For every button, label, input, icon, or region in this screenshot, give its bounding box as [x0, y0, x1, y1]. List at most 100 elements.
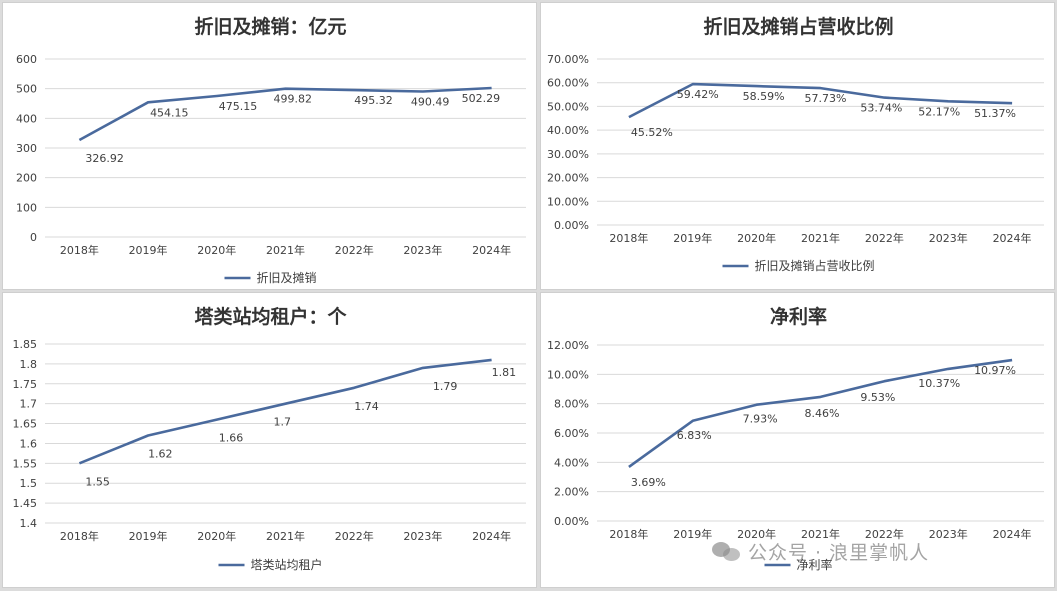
data-label: 490.49 — [411, 95, 450, 108]
x-tick-label: 2020年 — [737, 527, 776, 541]
data-label: 45.52% — [631, 126, 673, 139]
data-label: 3.69% — [631, 476, 666, 489]
x-tick-label: 2023年 — [403, 243, 442, 257]
chart-title: 折旧及摊销：亿元 — [194, 15, 346, 38]
y-tick-label: 200 — [16, 172, 37, 185]
data-label: 1.74 — [354, 400, 379, 413]
y-tick-label: 8.00% — [554, 398, 589, 411]
y-tick-label: 500 — [16, 83, 37, 96]
data-label: 1.62 — [148, 447, 173, 460]
y-tick-label: 300 — [16, 142, 37, 155]
data-label: 499.82 — [274, 93, 313, 106]
x-tick-label: 2022年 — [865, 231, 904, 245]
x-tick-label: 2019年 — [129, 243, 168, 257]
data-label: 1.81 — [492, 366, 516, 379]
data-label: 1.55 — [85, 475, 110, 488]
x-tick-label: 2022年 — [335, 529, 374, 543]
y-tick-label: 60.00% — [547, 77, 589, 90]
y-tick-label: 1.45 — [13, 497, 38, 510]
x-tick-label: 2018年 — [609, 231, 648, 245]
y-tick-label: 2.00% — [554, 486, 589, 499]
x-tick-label: 2020年 — [197, 243, 236, 257]
y-tick-label: 1.5 — [20, 477, 38, 490]
x-tick-label: 2020年 — [737, 231, 776, 245]
x-tick-label: 2019年 — [129, 529, 168, 543]
data-label: 495.32 — [354, 94, 393, 107]
chart-title: 塔类站均租户：个 — [194, 305, 347, 328]
y-tick-label: 20.00% — [547, 172, 589, 185]
y-tick-label: 4.00% — [554, 456, 589, 469]
x-tick-label: 2022年 — [335, 243, 374, 257]
data-label: 59.42% — [677, 88, 719, 101]
y-tick-label: 0 — [30, 231, 37, 244]
data-label: 58.59% — [743, 90, 785, 103]
y-tick-label: 40.00% — [547, 124, 589, 137]
net-margin-chart: 净利率 0.00% 2.00% 4.00% 6.00% 8.00% 10.00% 12.00%… — [540, 292, 1055, 588]
chart-title: 净利率 — [770, 305, 827, 328]
data-label: 1.79 — [433, 380, 458, 393]
y-tick-label: 50.00% — [547, 100, 589, 113]
data-label: 52.17% — [918, 105, 960, 118]
chart-svg: 折旧及摊销：亿元 0 100 200 300 400 500 600 2018年 2019年 202… — [16, 15, 526, 285]
data-label: 8.46% — [805, 407, 840, 420]
y-tick-label: 10.00% — [547, 368, 589, 381]
x-tick-label: 2018年 — [60, 243, 99, 257]
legend-label: 塔类站均租户 — [251, 557, 323, 572]
x-tick-label: 2021年 — [266, 529, 305, 543]
data-label: 10.37% — [918, 377, 960, 390]
data-label: 51.37% — [974, 107, 1016, 120]
data-label: 1.7 — [274, 416, 292, 429]
data-label: 53.74% — [860, 102, 902, 115]
tenants-per-tower-chart: 塔类站均租户：个 1.4 1.45 1.5 1.55 1.6 1.65 1.7 1.75 1.8 1… — [2, 292, 537, 588]
series-line — [78, 86, 492, 142]
y-tick-label: 12.00% — [547, 339, 589, 352]
data-label: 9.53% — [860, 391, 895, 404]
y-tick-label: 10.00% — [547, 195, 589, 208]
x-tick-label: 2021年 — [801, 231, 840, 245]
y-tick-label: 6.00% — [554, 427, 589, 440]
x-tick-label: 2020年 — [197, 529, 236, 543]
x-tick-label: 2018年 — [609, 527, 648, 541]
legend-label: 折旧及摊销 — [257, 270, 317, 285]
data-label: 502.29 — [462, 92, 501, 105]
data-label: 57.73% — [805, 92, 847, 105]
data-label: 326.92 — [85, 152, 124, 165]
chart-svg: 塔类站均租户：个1.41.451.51.551.61.651.71.751.81… — [13, 305, 526, 572]
chart-svg: 净利率 0.00% 2.00% 4.00% 6.00% 8.00% 10.00% 12.00%… — [547, 305, 1044, 572]
y-tick-label: 1.65 — [13, 418, 38, 431]
chart-title: 折旧及摊销占营收比例 — [703, 15, 893, 38]
depreciation-revenue-ratio-chart: 折旧及摊销占营收比例 0.00% 10.00% 20.00% 30.00% 40.00% 5… — [540, 2, 1055, 290]
data-label: 7.93% — [743, 413, 778, 426]
x-tick-label: 2021年 — [801, 527, 840, 541]
x-tick-label: 2019年 — [673, 231, 712, 245]
x-tick-label: 2022年 — [865, 527, 904, 541]
y-tick-label: 400 — [16, 112, 37, 125]
chart-svg: 折旧及摊销占营收比例 0.00% 10.00% 20.00% 30.00% 40.00% 5… — [547, 15, 1044, 273]
series-line — [628, 82, 1013, 119]
depreciation-amortization-chart: 折旧及摊销：亿元 0 100 200 300 400 500 600 2018年 2019年 202… — [2, 2, 537, 290]
series-line — [78, 358, 492, 465]
y-tick-label: 0.00% — [554, 515, 589, 528]
x-tick-label: 2024年 — [993, 527, 1032, 541]
watermark-text: 公众号 · 浪里掌帆人 — [748, 541, 930, 564]
y-tick-label: 1.7 — [20, 398, 38, 411]
x-tick-label: 2023年 — [929, 527, 968, 541]
legend-label: 净利率 — [797, 557, 833, 572]
data-label: 1.66 — [219, 432, 244, 445]
x-tick-label: 2024年 — [472, 529, 511, 543]
y-tick-label: 70.00% — [547, 53, 589, 66]
watermark: 公众号 · 浪里掌帆人 — [712, 536, 1042, 566]
y-tick-label: 1.6 — [20, 437, 38, 450]
data-label: 10.97% — [974, 364, 1016, 377]
y-tick-label: 30.00% — [547, 148, 589, 161]
data-label: 454.15 — [150, 106, 189, 119]
x-tick-label: 2024年 — [472, 243, 511, 257]
x-tick-label: 2018年 — [60, 529, 99, 543]
wechat-icon — [712, 540, 742, 562]
data-label: 475.15 — [219, 100, 257, 113]
x-tick-label: 2023年 — [929, 231, 968, 245]
x-tick-label: 2024年 — [993, 231, 1032, 245]
y-tick-label: 600 — [16, 53, 37, 66]
y-tick-label: 1.4 — [20, 517, 38, 530]
y-tick-label: 0.00% — [554, 219, 589, 232]
